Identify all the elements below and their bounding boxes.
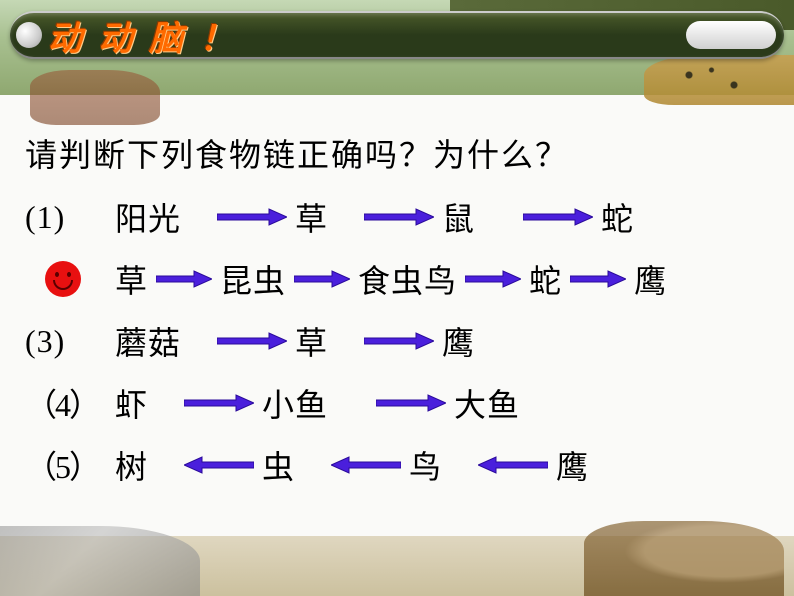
food-chain-row: 草 昆虫 食虫鸟 蛇 鹰	[25, 256, 769, 302]
chain-number: (3)	[25, 323, 115, 360]
background-leopard	[644, 55, 794, 105]
chain-node: 小鱼	[262, 380, 328, 426]
chain-node: 树	[115, 442, 148, 488]
chain-node: 阳光	[115, 194, 181, 240]
chain-node: 大鱼	[454, 380, 520, 426]
question-text: 请判断下列食物链正确吗？为什么？	[25, 130, 769, 176]
arrow-left-icon	[478, 456, 548, 474]
chain-node: 蛇	[601, 194, 634, 240]
arrow-right-icon	[376, 394, 446, 412]
food-chain-row: (3)蘑菇 草 鹰	[25, 318, 769, 364]
chain-node: 草	[295, 318, 328, 364]
smiley-icon	[45, 261, 81, 297]
chain-node: 虾	[115, 380, 148, 426]
arrow-right-icon	[465, 270, 521, 288]
background-lions	[584, 521, 784, 596]
title-text: 动 动 脑 ！	[30, 11, 238, 60]
chain-node: 虫	[262, 442, 295, 488]
arrow-right-icon	[156, 270, 212, 288]
chain-node: 蘑菇	[115, 318, 181, 364]
chain-number: （5）	[25, 442, 115, 488]
food-chain-row: （4）虾 小鱼 大鱼	[25, 380, 769, 426]
arrow-right-icon	[184, 394, 254, 412]
chain-node: 昆虫	[220, 256, 286, 302]
chain-node: 蛇	[529, 256, 562, 302]
arrow-right-icon	[570, 270, 626, 288]
chain-number: (1)	[25, 199, 115, 236]
chain-node: 鹰	[442, 318, 475, 364]
chain-node: 草	[295, 194, 328, 240]
title-bar: 动 动 脑 ！	[10, 11, 784, 59]
arrow-left-icon	[331, 456, 401, 474]
chain-number: （4）	[25, 380, 115, 426]
content-area: 请判断下列食物链正确吗？为什么？ (1)阳光 草 鼠 蛇草 昆虫 食虫鸟 蛇 鹰…	[25, 130, 769, 504]
chain-node: 草	[115, 256, 148, 302]
food-chain-row: (1)阳光 草 鼠 蛇	[25, 194, 769, 240]
arrow-left-icon	[184, 456, 254, 474]
arrow-right-icon	[217, 208, 287, 226]
chain-node: 食虫鸟	[358, 256, 457, 302]
arrow-right-icon	[523, 208, 593, 226]
chain-node: 鸟	[409, 442, 442, 488]
arrow-right-icon	[364, 208, 434, 226]
background-deer-silhouette	[30, 70, 160, 125]
arrow-right-icon	[364, 332, 434, 350]
food-chain-row: （5）树 虫 鸟 鹰	[25, 442, 769, 488]
chain-node: 鹰	[556, 442, 589, 488]
background-rocks	[0, 526, 200, 596]
arrow-right-icon	[294, 270, 350, 288]
chain-node: 鹰	[634, 256, 667, 302]
chain-node: 鼠	[442, 194, 475, 240]
arrow-right-icon	[217, 332, 287, 350]
